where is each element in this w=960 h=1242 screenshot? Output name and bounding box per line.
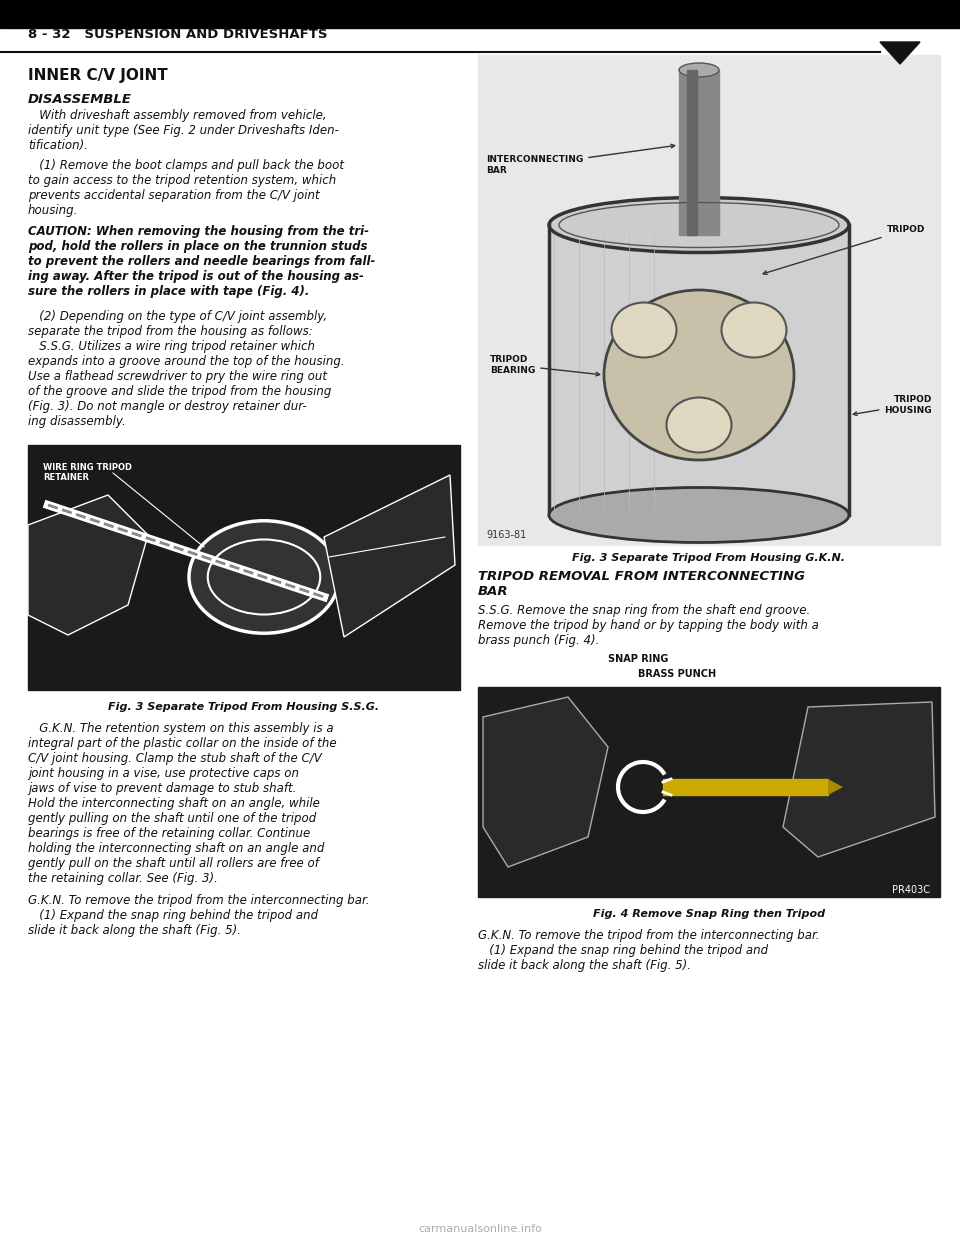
Text: (1) Remove the boot clamps and pull back the boot
to gain access to the tripod r: (1) Remove the boot clamps and pull back… bbox=[28, 159, 344, 217]
Bar bbox=[679, 70, 719, 235]
Text: TRIPOD
BEARING: TRIPOD BEARING bbox=[490, 355, 600, 376]
Polygon shape bbox=[28, 496, 148, 635]
Polygon shape bbox=[783, 702, 935, 857]
Text: HOUSING: HOUSING bbox=[402, 525, 450, 534]
Text: Fig. 3 Separate Tripod From Housing G.K.N.: Fig. 3 Separate Tripod From Housing G.K.… bbox=[572, 553, 846, 563]
Bar bbox=[478, 687, 940, 897]
Ellipse shape bbox=[549, 197, 849, 252]
Polygon shape bbox=[828, 779, 843, 795]
Bar bbox=[478, 55, 940, 545]
Text: INNER C/V JOINT: INNER C/V JOINT bbox=[28, 68, 168, 83]
Text: CAUTION: When removing the housing from the tri-
pod, hold the rollers in place : CAUTION: When removing the housing from … bbox=[28, 225, 375, 298]
Text: BRASS PUNCH: BRASS PUNCH bbox=[638, 669, 716, 679]
Text: INTERCONNECTING
BAR: INTERCONNECTING BAR bbox=[486, 144, 675, 175]
Polygon shape bbox=[483, 697, 608, 867]
Ellipse shape bbox=[722, 303, 786, 358]
Polygon shape bbox=[880, 42, 920, 65]
Text: 8 - 32   SUSPENSION AND DRIVESHAFTS: 8 - 32 SUSPENSION AND DRIVESHAFTS bbox=[28, 29, 327, 41]
Text: G.K.N. To remove the tripod from the interconnecting bar.
   (1) Expand the snap: G.K.N. To remove the tripod from the int… bbox=[28, 894, 370, 936]
Ellipse shape bbox=[679, 63, 719, 77]
Bar bbox=[0, 0, 960, 29]
Text: WIRE RING TRIPOD
RETAINER: WIRE RING TRIPOD RETAINER bbox=[43, 463, 132, 482]
Text: DISASSEMBLE: DISASSEMBLE bbox=[28, 93, 132, 106]
Bar bbox=[663, 779, 828, 795]
Text: G.K.N. The retention system on this assembly is a
integral part of the plastic c: G.K.N. The retention system on this asse… bbox=[28, 722, 337, 886]
Ellipse shape bbox=[612, 303, 677, 358]
Text: TRIPOD
HOUSING: TRIPOD HOUSING bbox=[853, 395, 932, 416]
Text: Fig. 3 Separate Tripod From Housing S.S.G.: Fig. 3 Separate Tripod From Housing S.S.… bbox=[108, 702, 379, 712]
Ellipse shape bbox=[604, 289, 794, 460]
Ellipse shape bbox=[189, 520, 339, 633]
Text: With driveshaft assembly removed from vehicle,
identify unit type (See Fig. 2 un: With driveshaft assembly removed from ve… bbox=[28, 109, 339, 152]
Polygon shape bbox=[324, 474, 455, 637]
Text: TRIPOD REMOVAL FROM INTERCONNECTING
BAR: TRIPOD REMOVAL FROM INTERCONNECTING BAR bbox=[478, 570, 805, 597]
Bar bbox=[28, 445, 460, 691]
Text: TRIPOD: TRIPOD bbox=[763, 226, 925, 274]
Text: 9163-81: 9163-81 bbox=[486, 530, 526, 540]
Text: S.S.G. Utilizes a wire ring tripod retainer which
expands into a groove around t: S.S.G. Utilizes a wire ring tripod retai… bbox=[28, 340, 345, 428]
Text: carmanualsonline.info: carmanualsonline.info bbox=[418, 1225, 542, 1235]
Text: PR403C: PR403C bbox=[892, 886, 930, 895]
Ellipse shape bbox=[549, 488, 849, 543]
Text: S.S.G. Remove the snap ring from the shaft end groove.
Remove the tripod by hand: S.S.G. Remove the snap ring from the sha… bbox=[478, 604, 819, 647]
Text: G.K.N. To remove the tripod from the interconnecting bar.
   (1) Expand the snap: G.K.N. To remove the tripod from the int… bbox=[478, 929, 820, 972]
Text: (2) Depending on the type of C/V joint assembly,
separate the tripod from the ho: (2) Depending on the type of C/V joint a… bbox=[28, 310, 327, 338]
Text: Fig. 4 Remove Snap Ring then Tripod: Fig. 4 Remove Snap Ring then Tripod bbox=[593, 909, 825, 919]
Ellipse shape bbox=[666, 397, 732, 452]
Bar bbox=[687, 70, 697, 235]
Text: SNAP RING: SNAP RING bbox=[608, 655, 668, 664]
Bar bbox=[551, 225, 847, 515]
